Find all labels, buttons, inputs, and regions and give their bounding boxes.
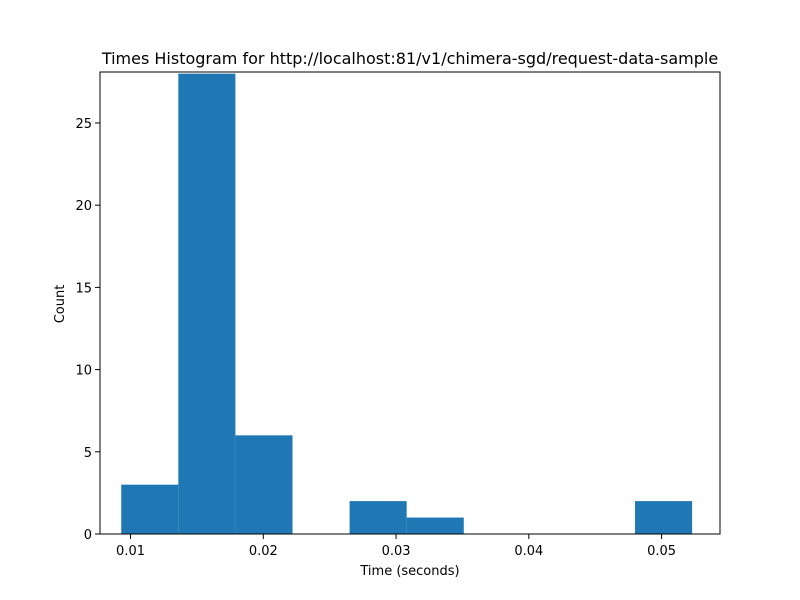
histogram-bar-0 [121, 484, 179, 534]
y-tick-label-2: 10 [75, 364, 92, 379]
x-tick-label-0: 0.01 [116, 544, 145, 559]
histogram-bar-1 [178, 73, 236, 534]
histogram-bar-9 [635, 501, 693, 534]
x-tick-label-1: 0.02 [249, 544, 278, 559]
axes-group: 0.01 0.02 0.03 0.04 0.05 0 5 10 15 20 25 [75, 71, 721, 559]
histogram-bar-2 [235, 435, 293, 534]
chart-title: Times Histogram for http://localhost:81/… [101, 49, 718, 68]
x-tick-label-3: 0.04 [514, 544, 543, 559]
x-tick-label-4: 0.05 [647, 544, 676, 559]
y-tick-label-4: 20 [75, 199, 92, 214]
plot-frame [99, 71, 721, 535]
histogram-bar-5 [406, 517, 464, 534]
y-tick-label-1: 5 [84, 446, 92, 461]
x-axis-label: Time (seconds) [359, 564, 459, 579]
y-axis-label: Count [53, 285, 68, 324]
y-tick-label-3: 15 [75, 281, 92, 296]
y-tick-label-5: 25 [75, 117, 92, 132]
x-tick-label-2: 0.03 [382, 544, 411, 559]
bars-group [121, 73, 693, 534]
histogram-bar-4 [349, 501, 407, 534]
y-tick-label-0: 0 [84, 528, 92, 543]
